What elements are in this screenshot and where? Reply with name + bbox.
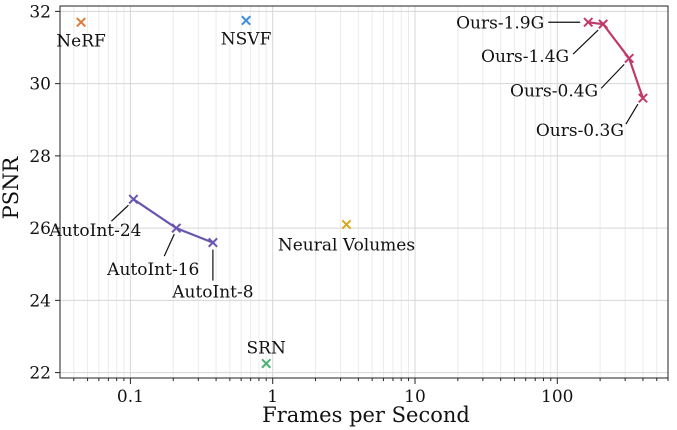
nsvf-marker: [241, 15, 251, 26]
data-marks: [76, 15, 648, 369]
autoint-8-marker: [208, 237, 218, 248]
ours-1-9g-marker: [583, 17, 594, 28]
ours-0-3g-leader: [625, 103, 639, 125]
autoint-16-label: AutoInt-16: [106, 260, 199, 280]
marker-stroke: [128, 194, 139, 205]
marker-stroke: [341, 219, 352, 230]
marker-stroke: [598, 19, 609, 29]
marker-stroke: [624, 53, 635, 64]
nerf-label: NeRF: [56, 31, 106, 51]
ours-1-4g-marker: [598, 19, 609, 29]
marker-stroke: [583, 17, 594, 28]
axes: [55, 5, 669, 384]
ours-0-3g-label: Ours-0.3G: [536, 121, 624, 141]
plot-frame: [59, 5, 669, 379]
marker-stroke: [171, 223, 182, 234]
tick-labels: 0.1 1 10 100 22 24 26 28 30 32: [29, 2, 573, 407]
ours-0-4g-label: Ours-0.4G: [510, 81, 598, 101]
srn-marker: [261, 358, 272, 369]
grid: [60, 6, 669, 378]
y-tick-label: 24: [29, 291, 51, 311]
y-tick-label: 22: [29, 364, 51, 384]
y-axis-title: PSNR: [0, 155, 23, 219]
autoint-24-leader: [111, 204, 129, 222]
point-labels: NeRF NSVF Neural Volumes SRN AutoInt-24 AutoI…: [48, 13, 624, 358]
marker-stroke: [261, 358, 272, 369]
autoint-8-label: AutoInt-8: [171, 283, 253, 303]
annotation-leaders: [111, 21, 639, 281]
autoint-24-marker: [128, 194, 139, 205]
ours-1-4g-leader: [572, 29, 599, 55]
marker-stroke: [76, 17, 86, 28]
autoint-16-leader: [163, 233, 175, 257]
y-tick-label: 28: [29, 147, 51, 167]
marker-stroke: [241, 15, 251, 26]
nerf-marker: [76, 17, 86, 28]
nsvf-label: NSVF: [221, 29, 272, 49]
ours-0-4g-leader: [600, 63, 625, 89]
y-tick-label: 26: [29, 219, 51, 239]
x-tick-label: 100: [541, 387, 573, 407]
y-tick-label: 30: [29, 75, 51, 95]
x-tick-label: 10: [404, 387, 426, 407]
ours-0-3g-marker: [638, 93, 648, 104]
ours-line: [588, 21, 644, 99]
ours-0-4g-marker: [624, 53, 635, 64]
ours-1-4g-label: Ours-1.4G: [481, 47, 569, 67]
x-tick-label: 1: [267, 387, 278, 407]
x-axis-title: Frames per Second: [262, 403, 470, 427]
neural-volumes-marker: [341, 219, 352, 230]
neural-volumes-label: Neural Volumes: [278, 236, 415, 256]
y-tick-label: 32: [29, 2, 51, 22]
srn-label: SRN: [247, 339, 286, 359]
ours-1-9g-label: Ours-1.9G: [456, 13, 544, 33]
autoint-24-label: AutoInt-24: [48, 221, 141, 241]
x-tick-label: 0.1: [117, 387, 144, 407]
marker-stroke: [208, 237, 218, 248]
autoint-16-marker: [171, 223, 182, 234]
marker-stroke: [638, 93, 648, 104]
